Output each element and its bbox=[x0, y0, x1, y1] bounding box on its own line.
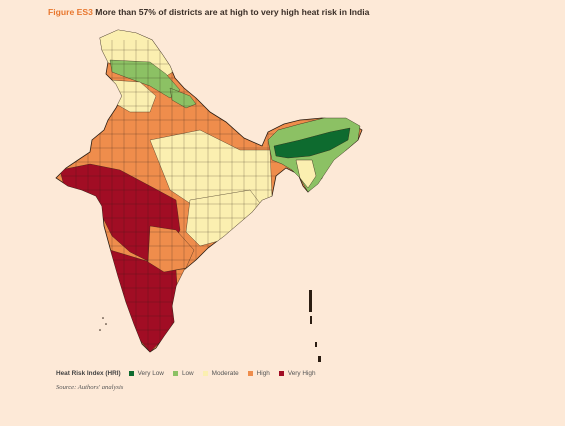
legend-swatch-high bbox=[247, 371, 253, 376]
legend-item-very-low: Very Low bbox=[128, 370, 164, 377]
figure-title-text: More than 57% of districts are at high t… bbox=[95, 7, 370, 17]
legend-label-moderate: Moderate bbox=[211, 370, 239, 377]
northeast-moderate bbox=[295, 159, 317, 189]
legend-label-very-high: Very High bbox=[287, 370, 316, 377]
legend-item-low: Low bbox=[172, 370, 194, 377]
andaman-island-1 bbox=[309, 290, 312, 312]
lakshadweep-island-3 bbox=[99, 329, 101, 331]
map-legend: Heat Risk Index (HRI) Very Low Low Moder… bbox=[56, 370, 325, 377]
legend-swatch-low bbox=[172, 371, 178, 376]
legend-swatch-very-low bbox=[128, 371, 134, 376]
nicobar-island-1 bbox=[315, 342, 317, 347]
legend-title: Heat Risk Index (HRI) bbox=[56, 370, 121, 377]
source-note: Source: Authors' analysis bbox=[56, 384, 124, 391]
figure-number: Figure ES3 bbox=[48, 7, 93, 17]
nicobar-island-2 bbox=[318, 356, 321, 362]
legend-label-low: Low bbox=[181, 370, 194, 377]
andaman-nicobar-islands bbox=[309, 290, 321, 362]
lakshadweep-island-2 bbox=[105, 323, 107, 325]
lakshadweep-islands bbox=[99, 317, 107, 331]
legend-label-very-low: Very Low bbox=[137, 370, 164, 377]
figure-title: Figure ES3 More than 57% of districts ar… bbox=[48, 7, 369, 17]
legend-item-high: High bbox=[247, 370, 270, 377]
legend-swatch-very-high bbox=[278, 371, 284, 376]
northeast-region bbox=[267, 117, 361, 193]
legend-label-high: High bbox=[256, 370, 270, 377]
legend-item-moderate: Moderate bbox=[202, 370, 239, 377]
legend-item-very-high: Very High bbox=[278, 370, 316, 377]
northeast-verylow bbox=[273, 127, 351, 159]
lakshadweep-island-1 bbox=[102, 317, 104, 319]
legend-swatch-moderate bbox=[202, 371, 208, 376]
andaman-island-2 bbox=[310, 316, 312, 324]
region-himalaya-low bbox=[109, 59, 181, 99]
